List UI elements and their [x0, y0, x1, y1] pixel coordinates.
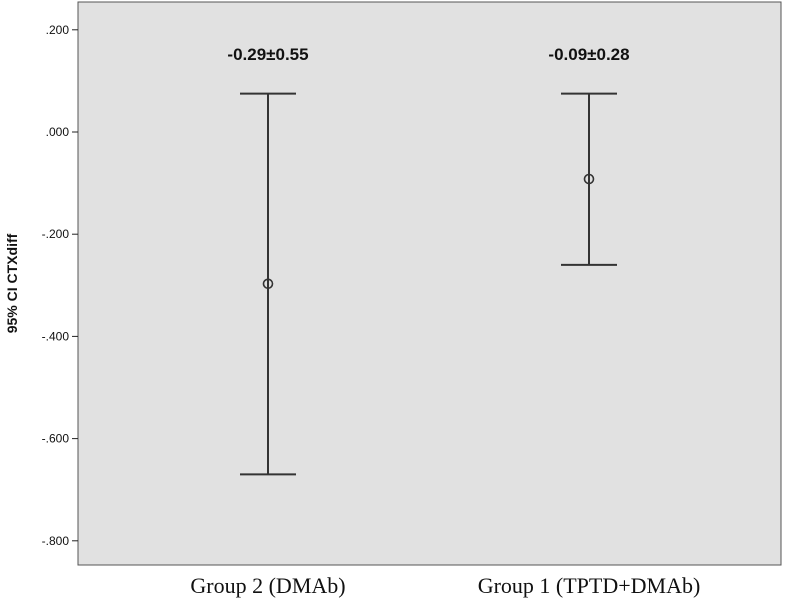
error-bars: -0.29±0.55 -0.09±0.28 — [227, 45, 630, 476]
mean-sd-annotation: -0.09±0.28 — [548, 45, 629, 64]
error-bar-group: -0.29±0.55 — [227, 45, 309, 476]
error-bar-group: -0.09±0.28 — [548, 45, 630, 266]
x-category-label: Group 1 (TPTD+DMAb) — [478, 573, 701, 598]
y-axis-label: 95% CI CTXdiff — [4, 233, 20, 333]
plot-area — [77, 1, 782, 566]
y-axis: .200 .000 -.200 -.400 -.600 -.800 — [42, 23, 78, 548]
y-tick-label: .200 — [46, 23, 70, 37]
mean-sd-annotation: -0.29±0.55 — [227, 45, 308, 64]
y-tick-label: -.200 — [42, 227, 70, 241]
x-category-label: Group 2 (DMAb) — [190, 573, 345, 598]
y-tick-label: -.600 — [42, 432, 70, 446]
y-tick-label: .000 — [46, 125, 70, 139]
y-tick-label: -.800 — [42, 534, 70, 548]
mean-marker — [262, 278, 274, 290]
y-tick-label: -.400 — [42, 329, 70, 343]
mean-marker — [583, 173, 595, 185]
